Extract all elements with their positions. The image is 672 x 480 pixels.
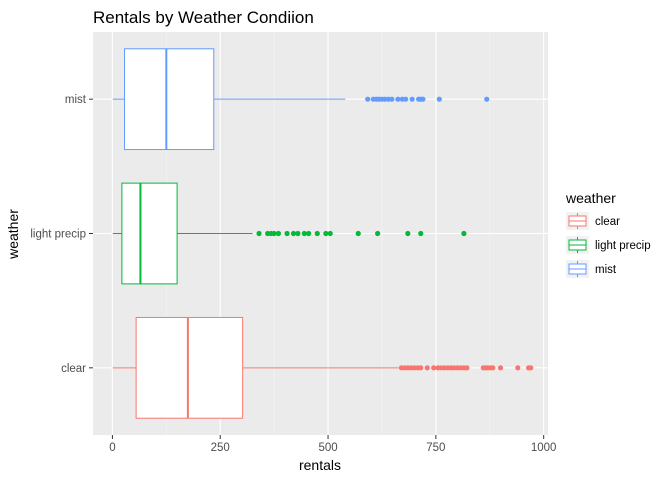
outlier-point xyxy=(405,230,411,237)
outlier-point xyxy=(290,230,297,237)
outlier-point xyxy=(355,230,361,237)
outlier-point xyxy=(418,230,424,237)
box xyxy=(121,182,178,285)
x-tick-label: 1000 xyxy=(531,442,557,454)
x-tick-label: 750 xyxy=(426,442,445,454)
x-tick-label: 500 xyxy=(318,442,337,454)
outlier-point xyxy=(271,230,277,237)
y-axis-title: weather xyxy=(5,209,21,260)
legend-label: light precip xyxy=(595,240,651,252)
boxplot-light-precip xyxy=(112,182,467,285)
outlier-point xyxy=(420,96,426,102)
chart-title: Rentals by Weather Condiion xyxy=(93,8,314,27)
outlier-point xyxy=(295,230,301,237)
legend: weather clear light precip mist xyxy=(565,190,651,278)
outlier-point xyxy=(464,365,470,371)
outlier-point xyxy=(484,96,490,102)
boxplots xyxy=(112,48,534,419)
outlier-point xyxy=(497,365,504,371)
outlier-point xyxy=(375,230,381,237)
legend-label: mist xyxy=(595,264,617,276)
outlier-point xyxy=(256,230,262,237)
x-tick-label: 250 xyxy=(211,442,230,454)
outlier-point xyxy=(528,365,534,371)
outlier-point xyxy=(275,230,282,237)
outlier-point xyxy=(403,96,409,102)
y-axis-ticks: clear light precip mist xyxy=(30,94,93,375)
outlier-point xyxy=(436,96,442,102)
outlier-point xyxy=(395,96,401,102)
outlier-point xyxy=(424,365,430,371)
outlier-point xyxy=(461,230,467,237)
outlier-point xyxy=(431,365,437,371)
boxplot-clear xyxy=(112,316,534,419)
legend-entry-clear: clear xyxy=(566,212,620,230)
x-axis-title: rentals xyxy=(299,457,341,473)
legend-entry-mist: mist xyxy=(566,260,617,278)
outlier-point xyxy=(327,230,333,237)
y-tick-label: light precip xyxy=(30,229,86,241)
legend-label: clear xyxy=(595,216,620,228)
outlier-point xyxy=(323,230,329,237)
outlier-point xyxy=(515,365,521,371)
box xyxy=(123,48,215,151)
outlier-point xyxy=(418,365,424,371)
outlier-point xyxy=(365,96,371,102)
y-tick-label: mist xyxy=(65,94,87,106)
outlier-point xyxy=(284,230,290,237)
outlier-point xyxy=(301,230,307,237)
outlier-point xyxy=(389,96,395,102)
x-tick-label: 0 xyxy=(109,442,115,454)
boxplot-mist xyxy=(112,48,490,151)
legend-entry-light-precip: light precip xyxy=(566,236,651,254)
x-axis-ticks: 0 250 500 750 1000 xyxy=(109,435,556,454)
outlier-point xyxy=(306,230,312,237)
y-tick-label: clear xyxy=(61,363,86,375)
outlier-point xyxy=(490,365,496,371)
outlier-point xyxy=(409,96,415,102)
box xyxy=(135,316,244,419)
outlier-point xyxy=(314,230,320,237)
legend-title: weather xyxy=(565,190,616,206)
